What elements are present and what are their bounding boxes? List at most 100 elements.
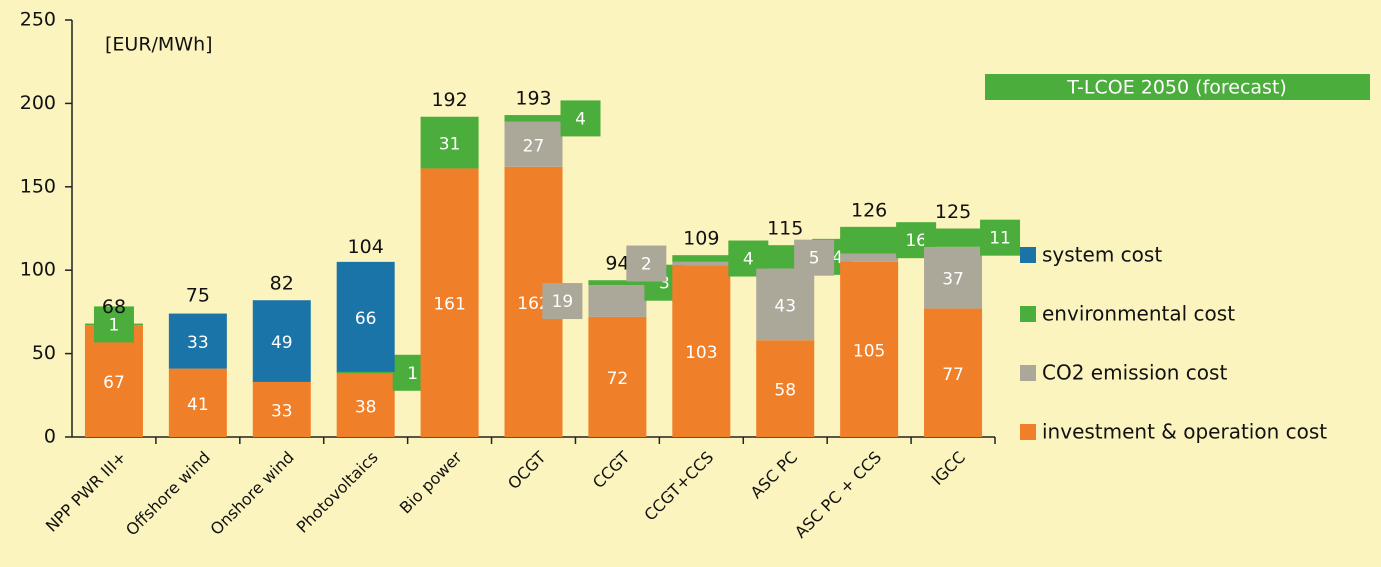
x-tick-label: OCGT: [504, 447, 550, 493]
value-label: 58: [774, 381, 796, 401]
value-label-box: [626, 245, 667, 282]
value-label: 27: [523, 136, 545, 156]
value-label: 4: [575, 109, 586, 129]
legend-label: system cost: [1042, 243, 1162, 267]
value-label: 37: [942, 270, 964, 290]
x-tick-label: NPP PWR III+: [42, 448, 130, 536]
bar-segment: [924, 228, 983, 247]
bar-segment: [252, 300, 311, 382]
bar-segment: [672, 261, 731, 266]
x-tick-label: Onshore wind: [207, 448, 298, 539]
value-label-box: [560, 100, 601, 137]
x-tick-label: CCGT: [589, 447, 634, 492]
value-label: 5: [809, 249, 820, 269]
value-label: 1: [407, 364, 418, 384]
value-label: 67: [103, 373, 125, 393]
total-label: 68: [102, 296, 126, 318]
bar-segment: [336, 261, 395, 372]
value-label: 16: [905, 231, 927, 251]
value-label: 72: [607, 369, 629, 389]
value-label: 77: [942, 365, 964, 385]
y-tick-label: 150: [20, 175, 56, 197]
total-label: 82: [270, 273, 294, 295]
bar-segment: [504, 121, 563, 167]
bar-segment: [588, 280, 647, 286]
x-tick-label: ASC PC + CCS: [791, 448, 885, 542]
value-label-box: [794, 239, 835, 276]
value-label: 105: [853, 341, 885, 361]
y-tick-label: 250: [20, 9, 56, 31]
bar-segment: [504, 115, 563, 122]
x-tick-label: Bio power: [396, 447, 466, 517]
bar-segment: [252, 381, 311, 437]
y-tick-label: 200: [20, 92, 56, 114]
bar-segment: [588, 316, 647, 437]
value-label: 33: [187, 333, 209, 353]
total-label: 75: [186, 284, 210, 306]
total-label: 193: [515, 88, 551, 110]
value-label: 33: [271, 401, 293, 421]
x-tick-label: IGCC: [928, 448, 969, 489]
value-label: 31: [439, 135, 461, 155]
y-tick-label: 100: [20, 259, 56, 281]
total-label: 115: [767, 218, 803, 240]
bar-segment: [672, 265, 731, 437]
bar-segment: [588, 285, 647, 317]
chart-title: T-LCOE 2050 (forecast): [1066, 77, 1287, 99]
bar-segment: [840, 226, 899, 254]
x-tick-label: Photovoltaics: [293, 448, 382, 537]
y-tick-label: 50: [32, 342, 56, 364]
y-tick-label: 0: [44, 426, 56, 448]
bar-segment: [168, 313, 227, 369]
x-tick-label: ASC PC: [747, 448, 802, 503]
value-label: 3: [659, 274, 670, 294]
x-tick-label: Offshore wind: [122, 448, 214, 540]
bar-segment: [168, 368, 227, 437]
value-label: 11: [989, 229, 1011, 249]
value-label: 38: [355, 397, 377, 417]
legend-swatch: [1020, 247, 1036, 263]
value-label: 103: [685, 343, 717, 363]
legend-label: environmental cost: [1042, 302, 1235, 326]
bar-segment: [840, 261, 899, 437]
total-label: 125: [935, 201, 971, 223]
legend-swatch: [1020, 365, 1036, 381]
bar-segment: [336, 373, 395, 437]
bar-segment: [840, 253, 899, 262]
bar-segment: [924, 246, 983, 309]
value-label: 41: [187, 395, 209, 415]
legend-swatch: [1020, 306, 1036, 322]
value-label: 1: [109, 315, 120, 335]
value-label: 162: [517, 294, 549, 314]
value-label: 19: [552, 292, 574, 312]
y-axis-label: [EUR/MWh]: [105, 34, 213, 56]
legend-swatch: [1020, 424, 1036, 440]
legend-label: investment & operation cost: [1042, 420, 1327, 444]
bar-segment: [336, 371, 395, 374]
x-tick-label: CCGT+CCS: [640, 448, 717, 525]
bar-segment: [672, 255, 731, 262]
value-label-box: [980, 219, 1021, 256]
total-label: 104: [348, 236, 384, 258]
bar-segment: [756, 268, 815, 341]
total-label: 126: [851, 199, 887, 221]
value-label-box: [542, 283, 583, 320]
bar-segment: [420, 116, 479, 169]
value-label: 161: [433, 295, 465, 315]
bar-segment: [84, 325, 143, 437]
legend-label: CO2 emission cost: [1042, 361, 1227, 385]
value-label: 2: [641, 255, 652, 275]
value-label: 43: [774, 296, 796, 316]
total-label: 109: [683, 228, 719, 250]
bar-segment: [420, 168, 479, 437]
value-label-box: [93, 306, 134, 343]
value-label: 49: [271, 333, 293, 353]
total-label: 192: [431, 89, 467, 111]
bar-segment: [756, 340, 815, 437]
value-label: 4: [743, 250, 754, 270]
bar-segment: [924, 308, 983, 437]
total-label: 94: [605, 253, 629, 275]
title-box: [985, 74, 1370, 100]
value-label: 66: [355, 309, 377, 329]
